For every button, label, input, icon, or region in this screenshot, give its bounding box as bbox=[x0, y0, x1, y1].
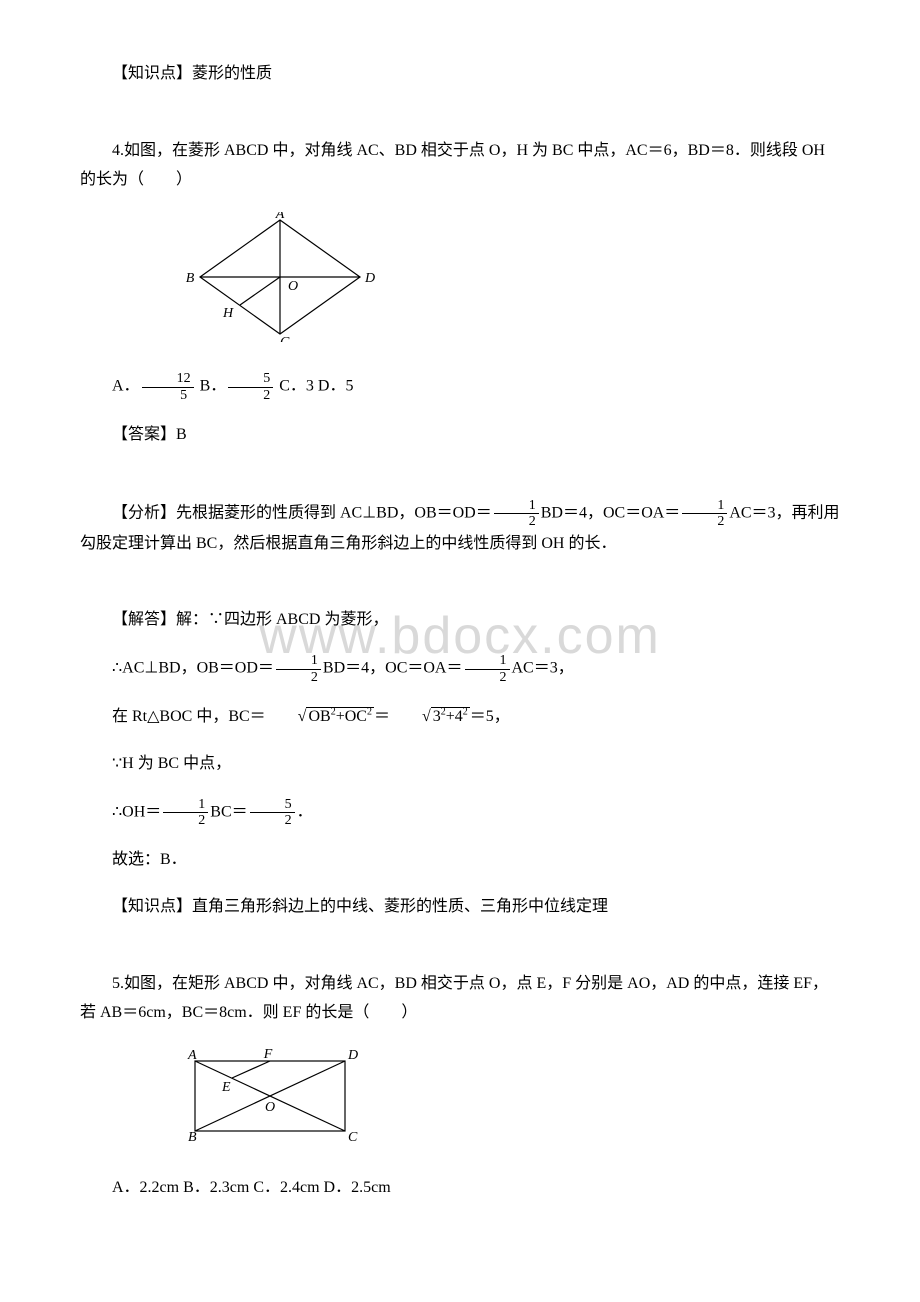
label-D: D bbox=[364, 271, 375, 286]
q4-solve-line2: ∴AC⊥BD，OB＝OD＝12BD＝4，OC＝OA＝12AC＝3， bbox=[80, 653, 840, 685]
frac-half-3: 12 bbox=[276, 653, 321, 685]
solve5-prefix: ∴OH＝ bbox=[112, 803, 161, 820]
opt-a-prefix: A． bbox=[112, 378, 140, 395]
label-B5: B bbox=[188, 1130, 197, 1145]
sqrt-3-4: √32+42 bbox=[390, 703, 470, 732]
solve2-mid: BD＝4，OC＝OA＝ bbox=[323, 660, 463, 677]
frac-half-5: 12 bbox=[163, 797, 208, 829]
label-D5: D bbox=[347, 1048, 358, 1063]
solve5-mid: BC＝ bbox=[210, 803, 247, 820]
label-B: B bbox=[186, 271, 195, 286]
frac-5-2: 52 bbox=[228, 371, 273, 403]
q4-solve-line5: ∴OH＝12BC＝52． bbox=[80, 797, 840, 829]
q4-answer: 【答案】B bbox=[80, 421, 840, 450]
solve5-suffix: ． bbox=[297, 803, 313, 820]
q4-solve-line4: ∵H 为 BC 中点， bbox=[80, 750, 840, 779]
document-content: 【知识点】菱形的性质 4.如图，在菱形 ABCD 中，对角线 AC、BD 相交于… bbox=[80, 60, 840, 1203]
label-O5: O bbox=[265, 1100, 275, 1115]
q5-diagram: A B C D O E F bbox=[180, 1046, 840, 1157]
opt-b-prefix: B． bbox=[196, 378, 227, 395]
label-A: A bbox=[275, 212, 285, 222]
q4-analysis: 【分析】先根据菱形的性质得到 AC⊥BD，OB＝OD＝12BD＝4，OC＝OA＝… bbox=[80, 498, 840, 559]
label-E5: E bbox=[221, 1080, 231, 1095]
opt-cd: C．3 D．5 bbox=[275, 378, 353, 395]
frac-12-5: 125 bbox=[142, 371, 194, 403]
q4-solve-line6: 故选：B． bbox=[80, 846, 840, 875]
solve3-prefix: 在 Rt△BOC 中，BC＝ bbox=[112, 708, 266, 725]
q4-diagram: A B C D O H bbox=[180, 212, 840, 353]
rhombus-diagram-svg: A B C D O H bbox=[180, 212, 380, 342]
label-C5: C bbox=[348, 1130, 358, 1145]
solve3-eq: ＝ bbox=[374, 708, 390, 725]
q4-options: A．125 B．52 C．3 D．5 bbox=[80, 371, 840, 403]
q4-solve-line3: 在 Rt△BOC 中，BC＝√OB2+OC2＝√32+42＝5， bbox=[80, 703, 840, 732]
analysis-mid: BD＝4，OC＝OA＝ bbox=[541, 504, 681, 521]
q5-text: 5.如图，在矩形 ABCD 中，对角线 AC，BD 相交于点 O，点 E，F 分… bbox=[80, 970, 840, 1028]
q3-knowledge: 【知识点】菱形的性质 bbox=[80, 60, 840, 89]
solve2-prefix: ∴AC⊥BD，OB＝OD＝ bbox=[112, 660, 274, 677]
rectangle-diagram-svg: A B C D O E F bbox=[180, 1046, 360, 1146]
label-F5: F bbox=[263, 1047, 273, 1062]
q4-text: 4.如图，在菱形 ABCD 中，对角线 AC、BD 相交于点 O，H 为 BC … bbox=[80, 137, 840, 195]
label-O: O bbox=[288, 279, 298, 294]
label-H: H bbox=[222, 306, 234, 321]
sqrt-ob-oc: √OB2+OC2 bbox=[266, 703, 374, 732]
solve2-suffix: AC＝3， bbox=[512, 660, 574, 677]
frac-5-2b: 52 bbox=[250, 797, 295, 829]
q4-knowledge: 【知识点】直角三角形斜边上的中线、菱形的性质、三角形中位线定理 bbox=[80, 893, 840, 922]
solve3-suffix: ＝5， bbox=[470, 708, 510, 725]
frac-half-1: 12 bbox=[494, 498, 539, 530]
frac-half-2: 12 bbox=[682, 498, 727, 530]
label-A5: A bbox=[187, 1048, 197, 1063]
q4-solve-line1: 【解答】解：∵四边形 ABCD 为菱形， bbox=[80, 606, 840, 635]
analysis-prefix: 【分析】先根据菱形的性质得到 AC⊥BD，OB＝OD＝ bbox=[112, 504, 492, 521]
frac-half-4: 12 bbox=[465, 653, 510, 685]
label-C: C bbox=[280, 335, 290, 342]
q5-options: A．2.2cm B．2.3cm C．2.4cm D．2.5cm bbox=[80, 1174, 840, 1203]
